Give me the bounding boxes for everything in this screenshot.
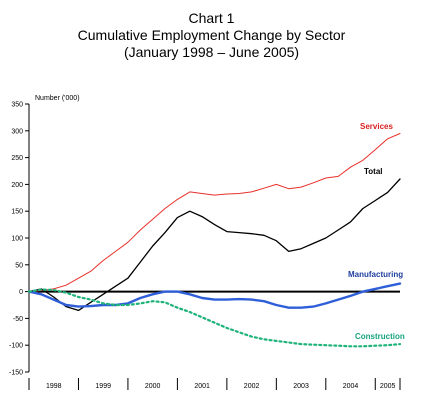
series-labels: Services Total Manufacturing Construction xyxy=(348,122,405,341)
y-tick-label: 150 xyxy=(11,209,23,216)
y-tick-label: 50 xyxy=(15,262,23,269)
series-line-construction xyxy=(27,288,402,348)
y-tick-label: 300 xyxy=(11,128,23,135)
y-tick-label: -150 xyxy=(9,370,23,377)
y-tick-label: 200 xyxy=(11,182,23,189)
series-line-total xyxy=(28,178,401,312)
year-label: 2005 xyxy=(380,383,396,390)
series-label-services: Services xyxy=(360,122,393,131)
year-label: 1998 xyxy=(46,383,62,390)
year-label: 1999 xyxy=(95,383,111,390)
y-tick-label: 0 xyxy=(19,289,23,296)
year-label: 2000 xyxy=(145,383,161,390)
chart-period: (January 1998 – June 2005) xyxy=(123,44,300,60)
series-line-manufacturing xyxy=(27,282,402,309)
series-label-manufacturing: Manufacturing xyxy=(348,270,403,279)
series-label-total: Total xyxy=(364,167,383,176)
series-line-services xyxy=(28,133,401,293)
series-lines xyxy=(27,133,402,348)
year-label: 2003 xyxy=(293,383,309,390)
y-tick-label: 250 xyxy=(11,155,23,162)
y-axis-label: Number ('000) xyxy=(35,95,80,102)
chart-title: Chart 1 xyxy=(188,10,235,26)
chart-subtitle: Cumulative Employment Change by Sector xyxy=(77,27,346,43)
y-tick-label: -50 xyxy=(13,316,23,323)
year-label: 2001 xyxy=(194,383,210,390)
series-label-construction: Construction xyxy=(355,332,405,341)
y-tick-label: 100 xyxy=(11,236,23,243)
y-tick-label: -100 xyxy=(9,343,23,350)
year-label: 2004 xyxy=(343,383,359,390)
y-tick-label: 350 xyxy=(11,102,23,109)
axes: -150 -100 -50 0 50 100 150 200 250 300 350 Number (… xyxy=(9,95,401,390)
year-label: 2002 xyxy=(244,383,260,390)
